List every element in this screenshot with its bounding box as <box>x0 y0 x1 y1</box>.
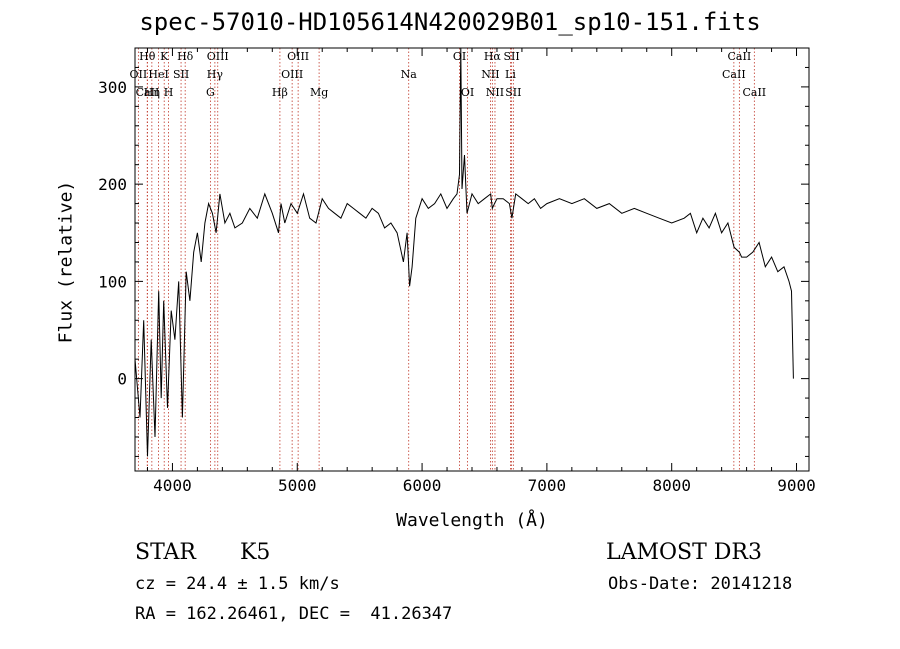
spectral-line-label: OIII <box>281 68 303 81</box>
spectral-line-label: Li <box>505 68 516 81</box>
spectral-line-label: Hη <box>144 86 160 99</box>
y-tick-label: 100 <box>98 272 127 291</box>
spectral-line-label: Na <box>401 68 418 81</box>
spectral-line-label: OI <box>461 86 474 99</box>
y-tick-label: 200 <box>98 175 127 194</box>
spectral-line-label: K <box>160 50 169 63</box>
spectral-line-label: CaII <box>728 50 752 63</box>
spectral-line-label: Hδ <box>177 50 194 63</box>
x-tick-label: 6000 <box>403 476 442 495</box>
spectrum-line <box>134 47 794 457</box>
x-tick-label: 8000 <box>652 476 691 495</box>
spectral-line-label: OII <box>130 68 148 81</box>
object-subclass: K5 <box>240 540 271 565</box>
plot-frame <box>134 47 810 472</box>
y-tick-label: 300 <box>98 78 127 97</box>
x-tick-label: 4000 <box>153 476 192 495</box>
y-tick-label: 0 <box>117 370 127 389</box>
x-tick-label: 9000 <box>777 476 816 495</box>
redshift-velocity: cz = 24.4 ± 1.5 km/s <box>135 574 340 594</box>
spectral-line-label: CaII <box>722 68 746 81</box>
spectral-line-label: SII <box>503 50 519 63</box>
spectral-line-label: CaII <box>136 86 160 99</box>
spectral-line-label: OI <box>453 50 466 63</box>
spectral-line-label: OIII <box>287 50 309 63</box>
x-axis-label: Wavelength (Å) <box>396 510 548 531</box>
spectral-line-label: Hβ <box>272 86 288 99</box>
spectral-line-label: OIII <box>207 50 229 63</box>
chart-title: spec-57010-HD105614N420029B01_sp10-151.f… <box>139 8 761 36</box>
spectral-line-label: Hθ <box>139 50 156 63</box>
spectral-line-label: SII <box>505 86 521 99</box>
x-tick-label: 5000 <box>278 476 317 495</box>
survey-name: LAMOST DR3 <box>606 540 762 565</box>
spectral-line-label: G <box>206 86 215 99</box>
coordinates: RA = 162.26461, DEC = 41.26347 <box>135 604 453 624</box>
spectral-line-label: Mg <box>310 86 328 99</box>
spectral-line-label: Hγ <box>207 68 224 81</box>
object-class: STAR <box>135 540 196 565</box>
spectral-line-label: SII <box>173 68 189 81</box>
y-axis-label: Flux (relative) <box>55 180 77 344</box>
spectral-line-label: NII <box>481 68 499 81</box>
x-tick-label: 7000 <box>528 476 567 495</box>
spectral-line-label: NII <box>486 86 504 99</box>
spectral-line-label: HeI <box>148 68 168 81</box>
spectral-line-label: H <box>164 86 174 99</box>
spectral-line-label: Hα <box>484 50 502 63</box>
spectral-line-label: CaII <box>742 86 766 99</box>
observation-date: Obs-Date: 20141218 <box>608 574 793 594</box>
